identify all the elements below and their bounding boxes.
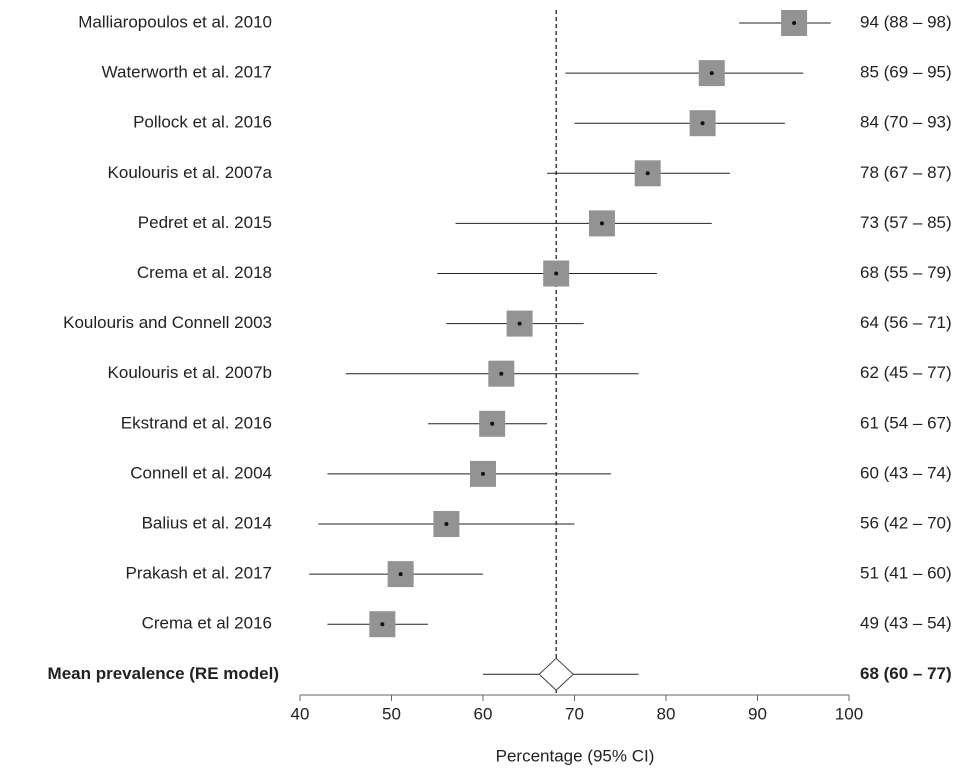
value-label: 56 (42 – 70) bbox=[860, 513, 952, 532]
summary-value-label: 68 (60 – 77) bbox=[860, 664, 952, 683]
point-estimate-dot bbox=[444, 522, 449, 526]
summary-label: Mean prevalence (RE model) bbox=[48, 664, 279, 683]
value-label: 84 (70 – 93) bbox=[860, 113, 952, 132]
x-tick-label: 50 bbox=[382, 704, 401, 723]
point-estimate-dot bbox=[709, 71, 714, 76]
point-estimate-dot bbox=[481, 471, 485, 476]
x-tick-label: 80 bbox=[657, 704, 676, 723]
value-label: 49 (43 – 54) bbox=[860, 614, 952, 633]
point-estimate-dot bbox=[554, 271, 559, 276]
study-label: Crema et al 2016 bbox=[142, 614, 272, 633]
value-label: 68 (55 – 79) bbox=[860, 263, 952, 282]
study-label: Connell et al. 2004 bbox=[130, 463, 272, 482]
x-tick-label: 100 bbox=[835, 704, 863, 723]
point-estimate-dot bbox=[792, 21, 797, 25]
point-estimate-dot bbox=[490, 421, 495, 426]
value-label: 78 (67 – 87) bbox=[860, 163, 952, 182]
x-tick-label: 90 bbox=[748, 704, 767, 723]
x-axis-label: Percentage (95% CI) bbox=[496, 746, 655, 765]
point-estimate-dot bbox=[599, 221, 604, 226]
point-estimate-dot bbox=[398, 572, 403, 577]
value-label: 73 (57 – 85) bbox=[860, 213, 952, 232]
study-label: Ekstrand et al. 2016 bbox=[121, 413, 272, 432]
study-label: Crema et al. 2018 bbox=[137, 263, 272, 282]
value-label: 64 (56 – 71) bbox=[860, 313, 952, 332]
value-label: 61 (54 – 67) bbox=[860, 413, 952, 432]
study-label: Waterworth et al. 2017 bbox=[102, 63, 272, 82]
point-estimate-dot bbox=[499, 371, 504, 376]
study-label: Prakash et al. 2017 bbox=[126, 564, 272, 583]
point-estimate-dot bbox=[380, 622, 385, 627]
value-label: 62 (45 – 77) bbox=[860, 363, 952, 382]
value-label: 51 (41 – 60) bbox=[860, 564, 952, 583]
summary-diamond bbox=[538, 657, 574, 691]
point-estimate-dot bbox=[645, 171, 650, 176]
value-label: 94 (88 – 98) bbox=[860, 12, 952, 31]
point-estimate-dot bbox=[517, 321, 522, 326]
x-tick-label: 60 bbox=[474, 704, 493, 723]
x-tick-label: 40 bbox=[291, 704, 310, 723]
study-label: Pollock et al. 2016 bbox=[133, 113, 272, 132]
study-label: Koulouris et al. 2007b bbox=[108, 363, 272, 382]
study-label: Koulouris and Connell 2003 bbox=[63, 313, 272, 332]
value-label: 60 (43 – 74) bbox=[860, 463, 952, 482]
value-label: 85 (69 – 95) bbox=[860, 63, 952, 82]
point-estimate-dot bbox=[700, 121, 705, 126]
study-label: Balius et al. 2014 bbox=[142, 513, 272, 532]
study-label: Pedret et al. 2015 bbox=[138, 213, 272, 232]
x-tick-label: 70 bbox=[565, 704, 584, 723]
study-label: Malliaropoulos et al. 2010 bbox=[78, 12, 272, 31]
study-label: Koulouris et al. 2007a bbox=[108, 163, 273, 182]
